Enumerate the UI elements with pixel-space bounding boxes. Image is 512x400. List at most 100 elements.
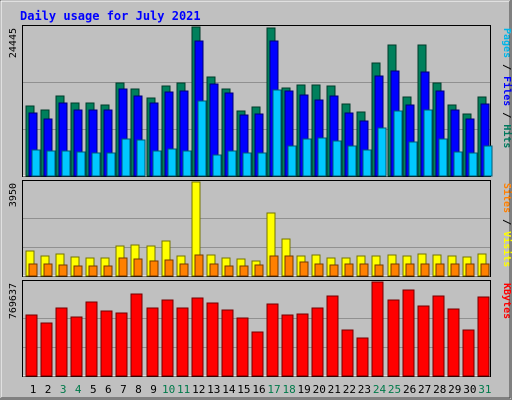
bar-sites-day-27 [420,263,430,277]
bar-kbytes-day-4 [70,316,83,377]
bar-kbytes-day-6 [100,310,113,377]
bar-sites-day-22 [344,263,354,277]
bar-pages-day-5 [91,152,101,177]
bar-pages-day-6 [106,152,116,177]
legend-hits: Hits [501,124,512,148]
bar-pages-day-25 [393,110,403,177]
bar-pages-day-23 [362,149,372,177]
x-tick-label-4: 4 [75,383,82,396]
bar-kbytes-day-2 [40,322,53,377]
legend-files: Files [501,76,512,106]
bar-sites-day-3 [58,264,68,277]
panel-visits-legend: Sites / Visits [501,183,512,267]
legend-/: / [501,58,512,76]
bar-pages-day-12 [197,100,207,177]
x-tick-label-24: 24 [373,383,387,396]
bar-pages-day-16 [257,152,267,177]
x-tick-label-23: 23 [358,383,371,396]
bar-kbytes-day-14 [221,309,234,377]
x-tick-label-15: 15 [237,383,250,396]
x-tick-label-3: 3 [60,383,67,396]
bar-pages-day-31 [483,145,493,177]
bar-sites-day-15 [239,265,249,277]
bar-kbytes-day-12 [191,297,204,377]
bar-sites-day-31 [480,263,490,277]
bar-pages-day-22 [347,145,357,177]
bar-sites-day-20 [314,263,324,277]
panel-kbytes-max-label: 769637 [8,283,19,319]
bar-kbytes-day-13 [206,302,219,377]
bar-kbytes-day-23 [356,337,369,377]
legend-pages: Pages [501,28,512,58]
bar-kbytes-day-11 [176,307,189,377]
bar-sites-day-11 [179,263,189,277]
bar-sites-day-17 [269,255,279,277]
bar-sites-day-18 [284,255,294,277]
bar-kbytes-day-7 [115,312,128,377]
x-tick-label-13: 13 [207,383,220,396]
x-tick-label-25: 25 [388,383,401,396]
chart-panels: 24445 Pages / Files / Hits 3950 Sites / Vis… [8,25,512,377]
bar-kbytes-day-20 [311,307,324,377]
bar-pages-day-24 [377,127,387,177]
bar-pages-day-2 [46,150,56,177]
bar-pages-day-14 [227,150,237,177]
bar-sites-day-28 [435,263,445,277]
bar-kbytes-day-29 [447,308,460,377]
bar-pages-day-9 [152,150,162,177]
x-tick-label-28: 28 [433,383,446,396]
bar-sites-day-30 [465,263,475,277]
x-tick-label-10: 10 [162,383,175,396]
bar-pages-day-15 [242,152,252,177]
x-tick-label-31: 31 [478,383,491,396]
legend-/: / [501,106,512,124]
bar-sites-day-2 [43,263,53,277]
bar-sites-day-23 [359,263,369,277]
x-tick-label-14: 14 [222,383,236,396]
x-tick-label-16: 16 [252,383,265,396]
bar-sites-day-9 [149,260,159,277]
bar-kbytes-day-1 [25,314,38,377]
x-axis-day-labels: 1 2 3 4 5 6 7 8 9 10 11 12 13 14 15 16 17 18 19 20 21 22 23 24 2… [30,383,492,396]
bar-pages-day-7 [121,138,131,177]
panel-hits: 24445 Pages / Files / Hits [8,25,512,177]
x-tick-label-2: 2 [45,383,52,396]
x-tick-label-11: 11 [177,383,190,396]
bar-pages-day-21 [332,140,342,177]
x-tick-label-22: 22 [343,383,356,396]
bar-kbytes-day-26 [402,289,415,377]
x-tick-label-30: 30 [463,383,476,396]
bar-sites-day-25 [390,263,400,277]
bar-kbytes-day-8 [130,293,143,377]
bar-sites-day-10 [164,259,174,277]
panel-visits: 3950 Sites / Visits [8,180,512,277]
legend-kbytes: KBytes [501,283,512,319]
bar-sites-day-19 [299,261,309,277]
bar-sites-day-5 [88,265,98,277]
bar-kbytes-day-9 [146,307,159,377]
panel-kbytes-legend: KBytes [501,283,512,319]
x-tick-label-5: 5 [90,383,97,396]
bar-kbytes-day-31 [477,296,490,377]
panel-hits-max-label: 24445 [8,28,19,58]
bar-kbytes-day-17 [266,303,279,377]
x-tick-label-1: 1 [30,383,37,396]
x-tick-label-9: 9 [150,383,157,396]
bar-pages-day-17 [272,89,282,177]
bar-kbytes-day-27 [417,305,430,377]
bar-sites-day-6 [103,265,113,277]
bar-sites-day-8 [133,258,143,277]
bar-kbytes-day-22 [341,329,354,377]
x-tick-label-12: 12 [192,383,205,396]
bar-pages-day-29 [453,151,463,177]
bar-kbytes-day-15 [236,317,249,377]
bar-sites-day-12 [194,254,204,277]
bar-sites-day-29 [450,263,460,277]
x-tick-label-6: 6 [105,383,112,396]
x-tick-label-29: 29 [448,383,461,396]
bar-kbytes-day-30 [462,329,475,377]
legend-visits: Visits [501,231,512,267]
x-tick-label-26: 26 [403,383,416,396]
bar-kbytes-day-18 [281,314,294,377]
bar-kbytes-day-19 [296,313,309,377]
